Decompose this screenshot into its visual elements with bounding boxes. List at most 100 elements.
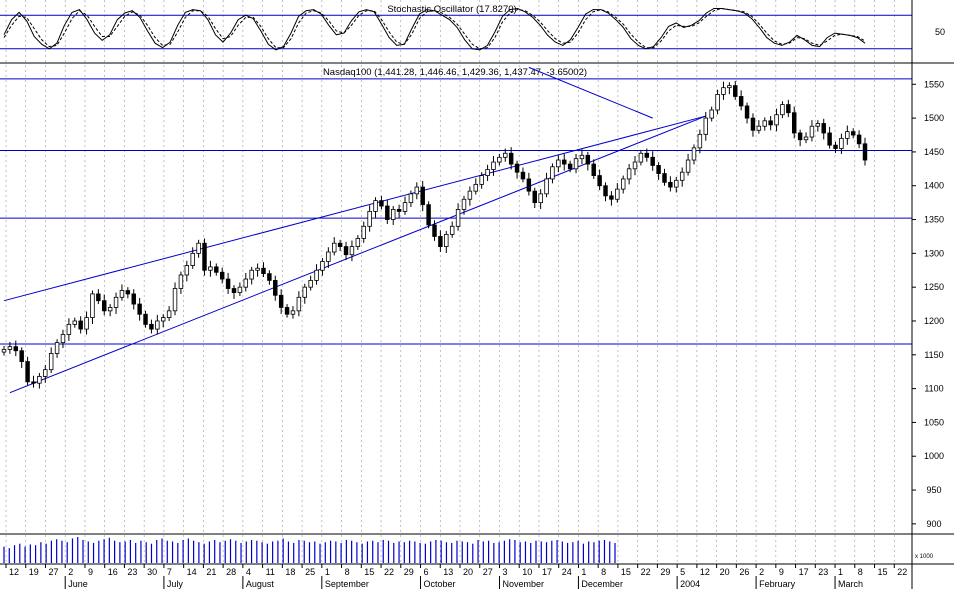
day-tick-label: 8	[345, 567, 350, 577]
candle-down	[827, 132, 832, 146]
candle-up	[497, 156, 502, 163]
day-tick-label: 16	[108, 567, 118, 577]
candle-up	[674, 179, 679, 188]
day-tick-label: 22	[384, 567, 394, 577]
candlesticks	[1, 80, 868, 389]
day-tick-labels: 12 19 27 2 9 16 23 30 7 14 21 28 4 11 18 25 1 8 15 22 29 6 13 2…	[5, 564, 907, 577]
day-tick-label: 8	[601, 567, 606, 577]
month-label: June	[68, 579, 88, 589]
month-label: October	[424, 579, 456, 589]
candle-up	[479, 175, 484, 185]
day-tick-label: 23	[127, 567, 137, 577]
candle-up	[503, 152, 508, 158]
candle-up	[107, 307, 113, 312]
day-tick-label: 1	[325, 567, 330, 577]
candle-up	[615, 188, 620, 200]
candle-up	[84, 317, 89, 330]
candle-down	[662, 173, 667, 183]
day-tick-label: 22	[897, 567, 907, 577]
candle-down	[214, 266, 219, 273]
candle-down	[31, 381, 36, 384]
candle-up	[349, 246, 355, 256]
candle-up	[573, 158, 579, 170]
candle-up	[538, 193, 543, 204]
day-tick-label: 17	[799, 567, 809, 577]
candle-down	[797, 132, 803, 141]
price-tick-label: 900	[926, 519, 941, 529]
day-tick-label: 20	[463, 567, 473, 577]
candle-up	[780, 104, 785, 116]
candle-down	[520, 171, 526, 180]
candle-down	[644, 152, 650, 158]
candle-up	[373, 200, 378, 212]
candle-down	[597, 175, 602, 187]
day-tick-label: 8	[858, 567, 863, 577]
candle-down	[426, 204, 431, 226]
month-label: July	[167, 579, 184, 589]
candle-down	[609, 195, 614, 200]
day-tick-label: 21	[206, 567, 216, 577]
candle-down	[13, 346, 19, 352]
candle-up	[355, 238, 361, 247]
candle-down	[585, 154, 591, 165]
month-label: March	[838, 579, 863, 589]
candle-up	[320, 261, 325, 271]
candle-up	[178, 274, 184, 289]
month-labels: June July August September October November De…	[64, 576, 863, 589]
candle-down	[526, 178, 532, 192]
day-tick-label: 2	[68, 567, 73, 577]
price-tick-label: 1550	[924, 79, 944, 89]
candle-up	[190, 252, 195, 266]
candle-down	[343, 246, 349, 256]
candle-down	[514, 163, 520, 173]
candle-down	[278, 294, 284, 308]
price-tick-label: 1050	[924, 417, 944, 427]
x-axis: 12 19 27 2 9 16 23 30 7 14 21 28 4 11 18 25 1 8 15 22 29 6 13 2…	[5, 564, 907, 589]
day-tick-label: 17	[542, 567, 552, 577]
candle-up	[48, 353, 54, 371]
candle-up	[556, 159, 561, 168]
day-tick-label: 15	[621, 567, 631, 577]
candle-up	[721, 87, 726, 95]
price-tick-label: 1250	[924, 282, 944, 292]
candle-up	[473, 183, 479, 192]
candle-up	[402, 202, 408, 212]
candle-up	[697, 133, 703, 149]
month-label: September	[325, 579, 369, 589]
price-tick-label: 1000	[924, 451, 944, 461]
candle-up	[839, 137, 844, 149]
day-tick-label: 2	[759, 567, 764, 577]
candle-down	[821, 123, 826, 134]
day-tick-label: 9	[88, 567, 93, 577]
day-tick-label: 25	[305, 567, 315, 577]
candle-up	[845, 131, 850, 139]
oscillator-solid-line	[3, 7, 866, 51]
candle-up	[703, 117, 709, 135]
candle-down	[25, 361, 30, 383]
candle-up	[774, 114, 779, 126]
candle-up	[113, 296, 119, 308]
candle-up	[485, 169, 490, 176]
candle-down	[420, 186, 425, 206]
trendline	[528, 66, 653, 119]
candle-up	[715, 94, 720, 111]
candle-up	[314, 269, 319, 281]
candle-up	[455, 208, 461, 227]
day-tick-label: 10	[522, 567, 532, 577]
candle-down	[668, 181, 673, 188]
candle-up	[166, 310, 172, 318]
candle-up	[7, 346, 13, 350]
month-label: 2004	[680, 579, 700, 589]
candle-up	[119, 290, 125, 298]
candle-down	[96, 293, 101, 302]
price-tick-label: 1150	[924, 350, 943, 360]
day-tick-label: 1	[838, 567, 843, 577]
month-label: November	[502, 579, 544, 589]
candle-up	[1, 348, 7, 353]
day-tick-label: 28	[226, 567, 236, 577]
oscillator-lines	[3, 7, 866, 51]
candle-down	[137, 303, 142, 315]
price-tick-label: 1450	[924, 147, 944, 157]
day-tick-label: 20	[720, 567, 730, 577]
candle-down	[862, 143, 868, 161]
